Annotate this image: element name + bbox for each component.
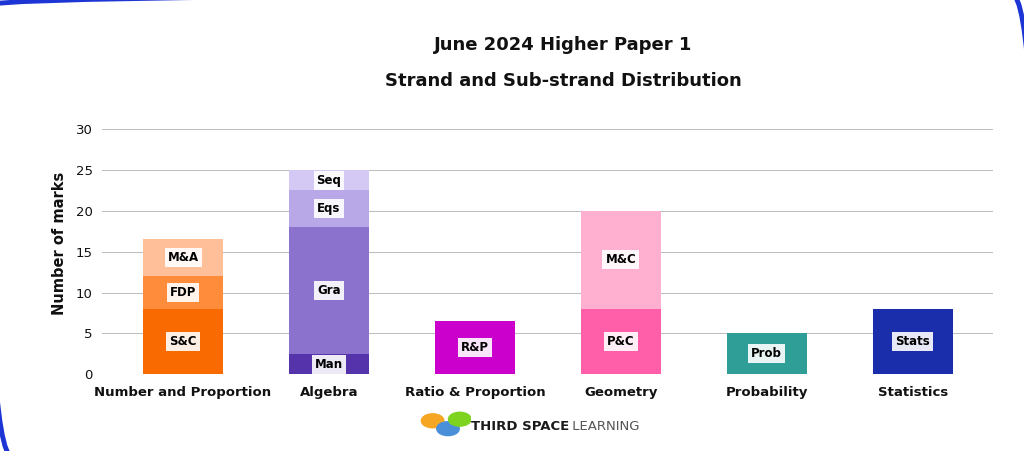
- Bar: [143, 276, 223, 309]
- Y-axis label: Number of marks: Number of marks: [52, 172, 68, 315]
- Text: June 2024 Higher Paper 1: June 2024 Higher Paper 1: [434, 36, 692, 54]
- Text: Man: Man: [315, 358, 343, 371]
- Bar: [289, 190, 369, 227]
- Text: Prob: Prob: [752, 347, 782, 360]
- Bar: [727, 333, 807, 374]
- Bar: [289, 227, 369, 354]
- Circle shape: [436, 422, 459, 436]
- Text: M&A: M&A: [168, 251, 199, 264]
- Text: THIRD SPACE: THIRD SPACE: [471, 420, 569, 433]
- Bar: [581, 309, 660, 374]
- Bar: [872, 309, 952, 374]
- Text: R&P: R&P: [461, 341, 488, 354]
- Text: Seq: Seq: [316, 174, 341, 187]
- Text: Gra: Gra: [317, 284, 341, 297]
- Text: Strand and Sub-strand Distribution: Strand and Sub-strand Distribution: [385, 72, 741, 90]
- Bar: [581, 211, 660, 309]
- Bar: [143, 309, 223, 374]
- Bar: [435, 321, 515, 374]
- Text: Stats: Stats: [895, 335, 930, 348]
- Bar: [289, 354, 369, 374]
- Bar: [143, 239, 223, 276]
- Text: S&C: S&C: [169, 335, 197, 348]
- Circle shape: [449, 412, 471, 426]
- Text: P&C: P&C: [607, 335, 635, 348]
- Text: LEARNING: LEARNING: [568, 420, 640, 433]
- Text: Eqs: Eqs: [317, 202, 341, 215]
- Text: FDP: FDP: [170, 286, 197, 299]
- Bar: [289, 170, 369, 190]
- Text: M&C: M&C: [605, 253, 636, 267]
- Circle shape: [422, 414, 444, 428]
